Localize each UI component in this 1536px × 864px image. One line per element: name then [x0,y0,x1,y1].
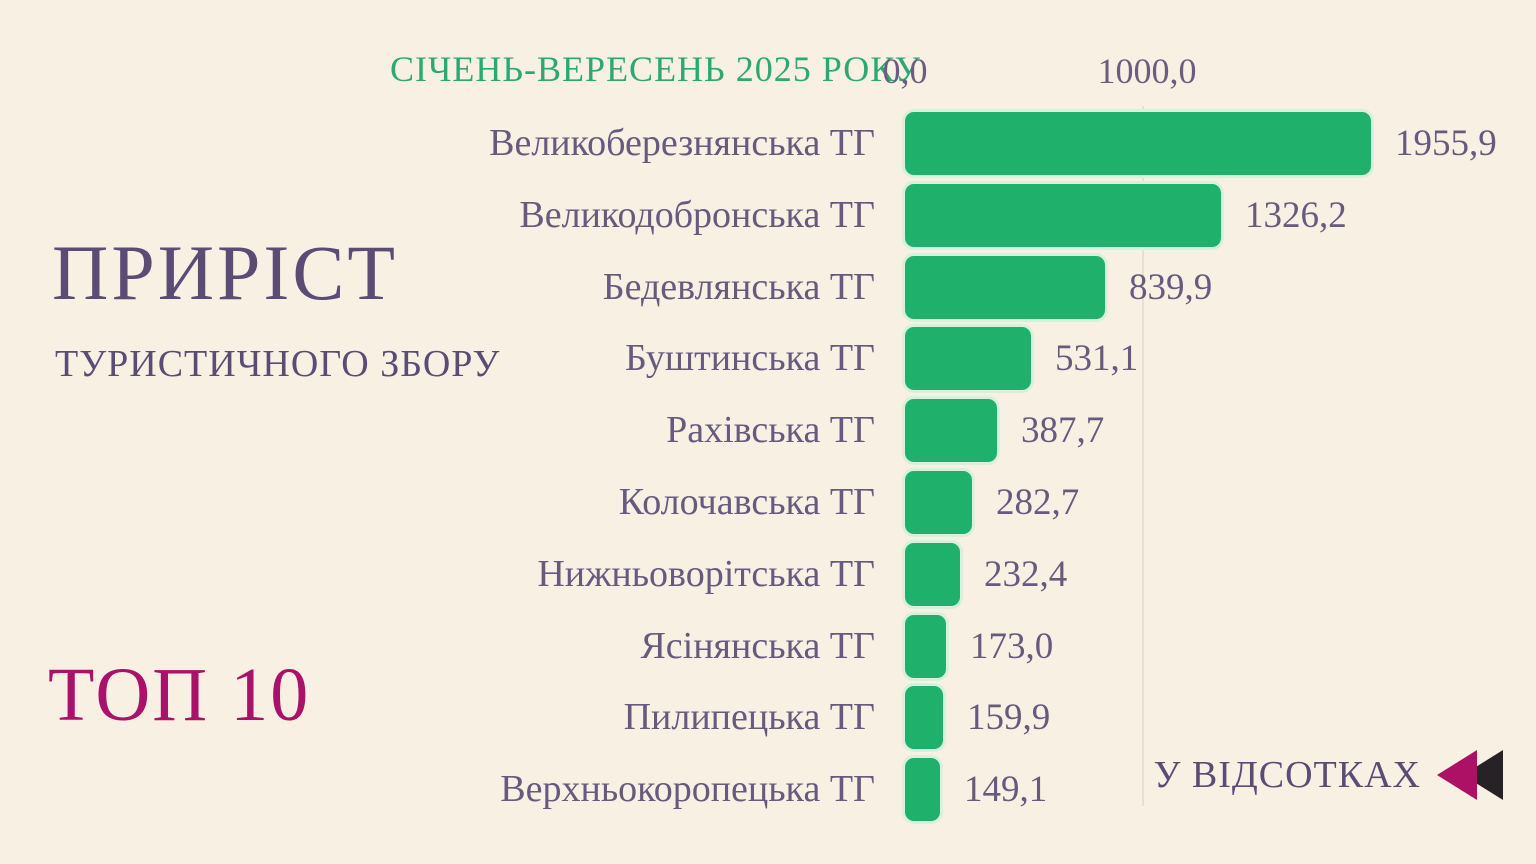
category-label: Рахівська ТГ [666,409,875,451]
category-label: Верхньокоропецька ТГ [500,768,875,810]
bar [905,543,960,606]
bar [905,758,940,821]
category-label: Бедевлянська ТГ [602,266,875,308]
category-label: Ясінянська ТГ [640,625,875,667]
bar [905,327,1031,390]
rewind-icon [1437,750,1503,800]
value-label: 159,9 [967,697,1051,738]
value-label: 387,7 [1021,410,1105,451]
category-label: Нижньоворітська ТГ [537,553,875,595]
value-label: 232,4 [984,554,1068,595]
category-label: Буштинська ТГ [624,337,875,379]
bar [905,471,972,534]
axis-tick-0: 0,0 [882,51,928,91]
page-subtitle: ТУРИСТИЧНОГО ЗБОРУ [55,343,501,385]
category-label: Великодобронська ТГ [519,194,875,236]
bar [905,686,943,749]
value-label: 173,0 [970,626,1054,667]
period-title: СІЧЕНЬ-ВЕРЕСЕНЬ 2025 РОКУ [390,49,921,89]
page-title: ПРИРІСТ [52,229,399,316]
units-label: У ВІДСОТКАХ [1153,754,1421,796]
value-label: 1955,9 [1395,123,1497,164]
bar [905,399,997,462]
axis-tick-1000: 1000,0 [1097,51,1197,91]
category-label: Колочавська ТГ [618,481,875,523]
value-label: 1326,2 [1245,195,1347,236]
value-label: 839,9 [1129,267,1213,308]
units-footer: У ВІДСОТКАХ [1153,750,1503,800]
value-label: 531,1 [1055,338,1139,379]
bar [905,184,1221,247]
category-label: Великоберезнянська ТГ [489,122,875,164]
vertical-gridline-1000 [1142,106,1144,806]
bar [905,615,946,678]
category-label: Пилипецька ТГ [623,696,875,738]
bar [905,256,1105,319]
value-label: 282,7 [996,482,1080,523]
top10-badge: ТОП 10 [48,653,311,737]
bar [905,112,1371,175]
value-label: 149,1 [964,769,1048,810]
